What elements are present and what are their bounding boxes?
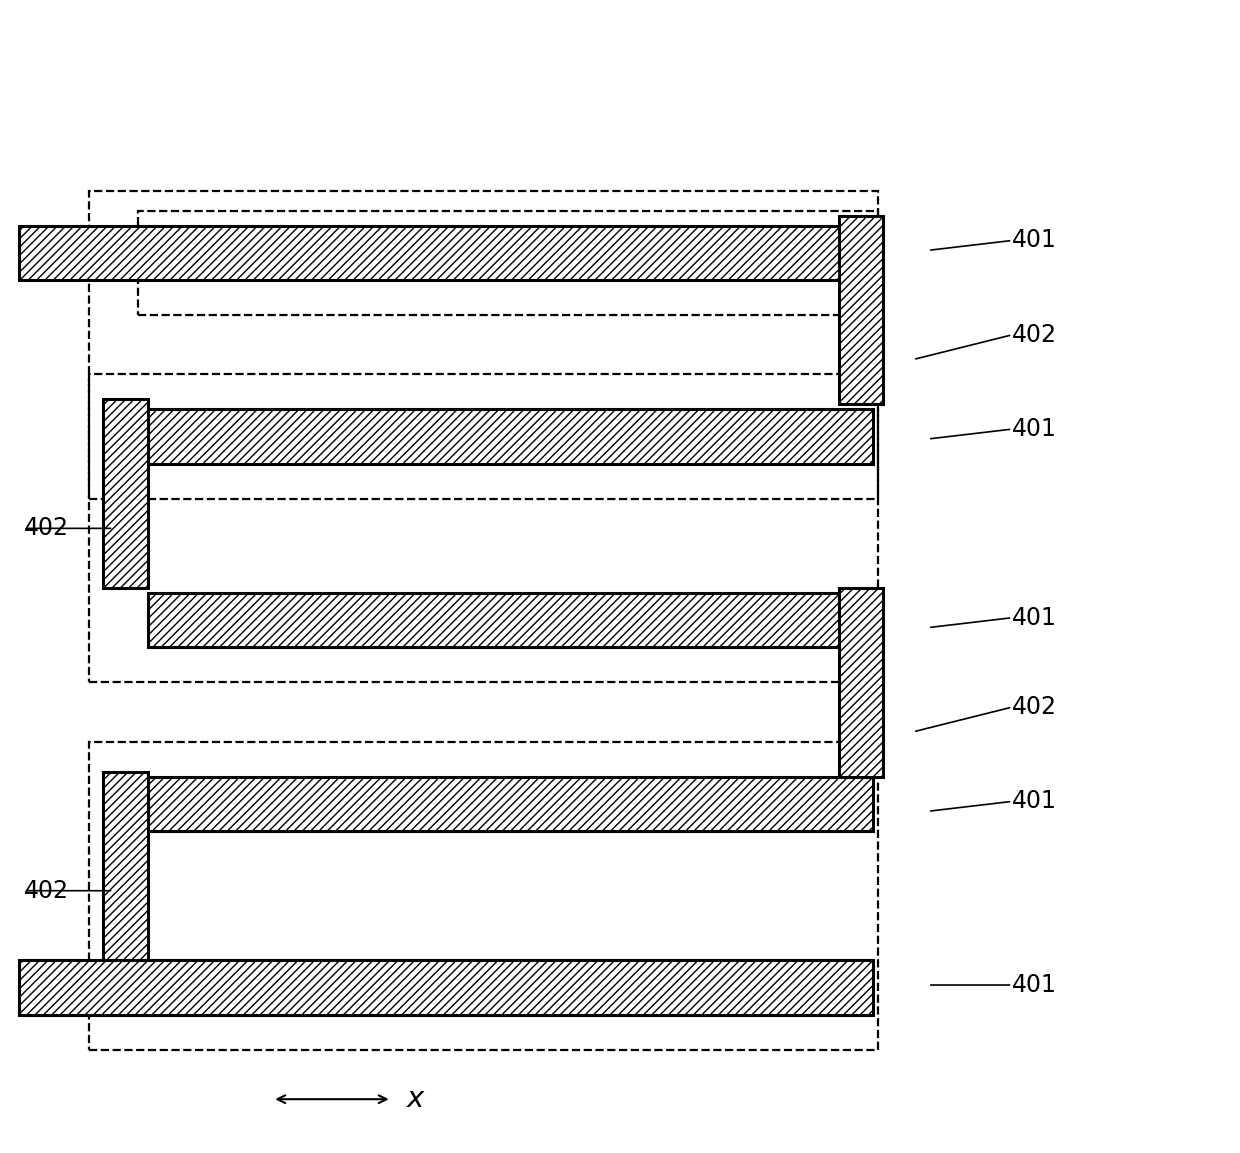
Bar — [88, 375, 878, 683]
Text: 401: 401 — [1012, 973, 1058, 997]
Text: 402: 402 — [24, 517, 69, 541]
Bar — [138, 211, 878, 315]
Text: 402: 402 — [1012, 695, 1058, 719]
Text: 402: 402 — [1012, 323, 1058, 347]
Bar — [103, 399, 149, 588]
Bar — [19, 226, 873, 280]
Bar — [838, 216, 883, 405]
Bar — [19, 960, 873, 1015]
Bar — [103, 771, 149, 960]
Text: 401: 401 — [1012, 605, 1058, 630]
Text: 401: 401 — [1012, 228, 1058, 253]
Bar — [88, 190, 878, 498]
Text: 401: 401 — [1012, 417, 1058, 442]
Bar — [149, 409, 873, 464]
Bar — [88, 741, 878, 1049]
Text: 401: 401 — [1012, 790, 1058, 813]
Text: 402: 402 — [24, 879, 69, 903]
Bar — [149, 776, 873, 831]
Text: x: x — [407, 1085, 424, 1113]
Bar — [838, 588, 883, 776]
Bar — [149, 593, 873, 648]
